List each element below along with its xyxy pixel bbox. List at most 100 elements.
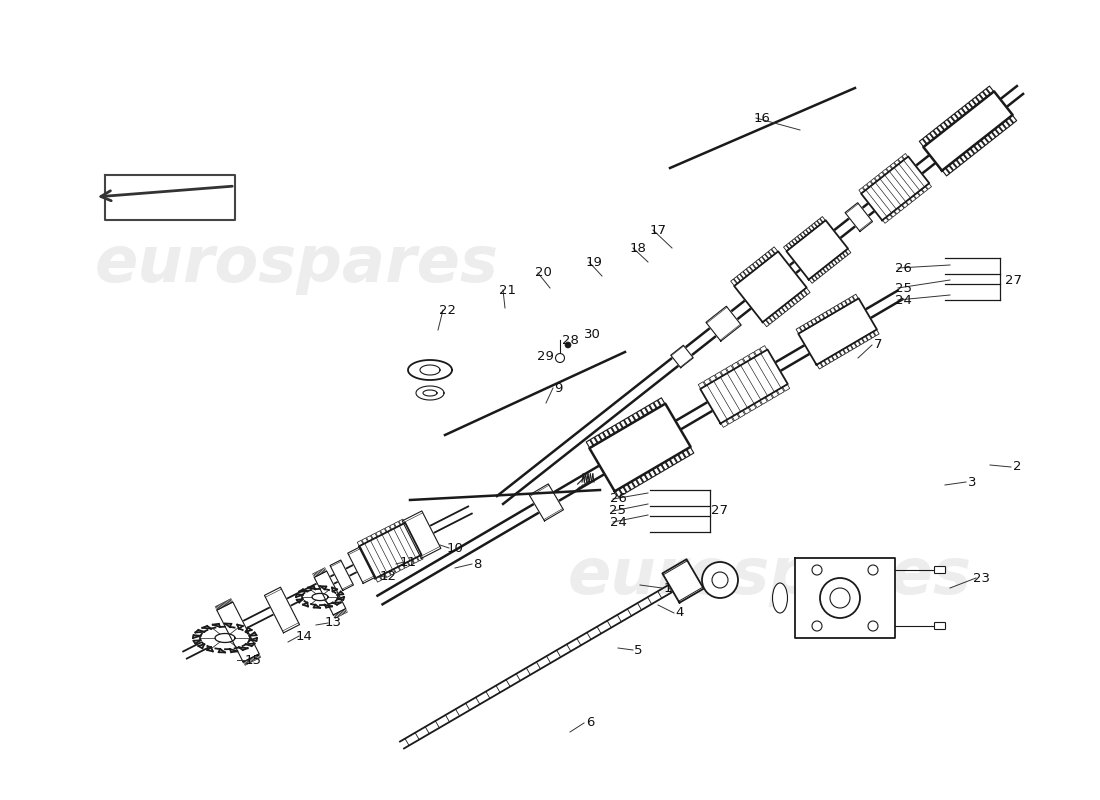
Polygon shape bbox=[783, 246, 789, 251]
Polygon shape bbox=[348, 546, 375, 583]
Polygon shape bbox=[852, 294, 858, 301]
Polygon shape bbox=[632, 413, 640, 421]
Polygon shape bbox=[637, 410, 644, 418]
Text: 16: 16 bbox=[754, 111, 770, 125]
Polygon shape bbox=[217, 606, 219, 610]
Circle shape bbox=[565, 342, 571, 348]
Polygon shape bbox=[631, 479, 639, 487]
Polygon shape bbox=[649, 470, 656, 478]
Text: 9: 9 bbox=[553, 382, 562, 394]
Polygon shape bbox=[640, 474, 648, 482]
Polygon shape bbox=[894, 160, 900, 166]
Polygon shape bbox=[749, 264, 756, 271]
Polygon shape bbox=[653, 466, 660, 475]
Polygon shape bbox=[420, 365, 440, 375]
Polygon shape bbox=[222, 602, 224, 606]
Polygon shape bbox=[849, 297, 855, 302]
Polygon shape bbox=[922, 186, 927, 192]
Polygon shape bbox=[800, 326, 805, 331]
Circle shape bbox=[868, 565, 878, 575]
Polygon shape bbox=[653, 400, 661, 409]
Polygon shape bbox=[837, 303, 844, 310]
Polygon shape bbox=[662, 559, 704, 602]
FancyBboxPatch shape bbox=[935, 566, 946, 574]
Polygon shape bbox=[815, 316, 821, 322]
Polygon shape bbox=[398, 565, 405, 570]
Polygon shape bbox=[224, 602, 227, 606]
Polygon shape bbox=[966, 103, 972, 110]
Polygon shape bbox=[682, 450, 690, 458]
Text: 14: 14 bbox=[296, 630, 312, 642]
Polygon shape bbox=[890, 163, 896, 169]
Polygon shape bbox=[974, 143, 981, 151]
Polygon shape bbox=[766, 252, 771, 258]
Polygon shape bbox=[376, 531, 382, 537]
Polygon shape bbox=[591, 438, 597, 446]
Polygon shape bbox=[223, 602, 225, 606]
Ellipse shape bbox=[772, 583, 788, 613]
Polygon shape bbox=[341, 610, 343, 614]
Polygon shape bbox=[899, 157, 904, 162]
Polygon shape bbox=[389, 524, 396, 530]
Polygon shape bbox=[661, 462, 669, 470]
Polygon shape bbox=[859, 187, 865, 194]
Text: 27: 27 bbox=[1004, 274, 1022, 286]
Polygon shape bbox=[944, 119, 952, 127]
Polygon shape bbox=[792, 238, 798, 245]
Polygon shape bbox=[923, 136, 931, 144]
Polygon shape bbox=[314, 573, 317, 577]
Polygon shape bbox=[666, 459, 673, 467]
Polygon shape bbox=[381, 574, 386, 580]
Polygon shape bbox=[358, 540, 363, 546]
Polygon shape bbox=[619, 486, 626, 494]
Polygon shape bbox=[720, 421, 728, 427]
Polygon shape bbox=[906, 199, 912, 205]
Polygon shape bbox=[786, 243, 792, 249]
Polygon shape bbox=[366, 536, 373, 542]
Polygon shape bbox=[216, 606, 218, 610]
Polygon shape bbox=[679, 452, 685, 460]
Polygon shape bbox=[230, 598, 233, 602]
Polygon shape bbox=[706, 306, 741, 341]
Polygon shape bbox=[755, 349, 761, 356]
Text: 26: 26 bbox=[894, 262, 912, 274]
Text: 1: 1 bbox=[663, 582, 672, 594]
Polygon shape bbox=[686, 447, 694, 455]
Polygon shape bbox=[830, 307, 836, 314]
Polygon shape bbox=[246, 660, 250, 664]
Polygon shape bbox=[763, 320, 769, 326]
Polygon shape bbox=[220, 604, 222, 608]
Polygon shape bbox=[740, 272, 747, 278]
Circle shape bbox=[812, 565, 822, 575]
Polygon shape bbox=[926, 183, 932, 190]
Polygon shape bbox=[1002, 121, 1010, 129]
Text: 23: 23 bbox=[974, 571, 990, 585]
Polygon shape bbox=[866, 334, 871, 340]
Polygon shape bbox=[616, 422, 623, 430]
Polygon shape bbox=[252, 657, 255, 661]
Polygon shape bbox=[798, 293, 804, 299]
Polygon shape bbox=[755, 401, 761, 408]
Polygon shape bbox=[732, 362, 739, 369]
Polygon shape bbox=[733, 414, 739, 421]
Polygon shape bbox=[646, 406, 652, 414]
Polygon shape bbox=[956, 157, 964, 165]
Polygon shape bbox=[657, 464, 664, 473]
Polygon shape bbox=[839, 350, 845, 356]
Polygon shape bbox=[873, 330, 879, 336]
Polygon shape bbox=[930, 130, 937, 138]
Text: 4: 4 bbox=[675, 606, 684, 619]
Polygon shape bbox=[953, 160, 960, 167]
Polygon shape bbox=[943, 168, 949, 176]
Polygon shape bbox=[339, 612, 341, 616]
Polygon shape bbox=[862, 336, 868, 342]
Polygon shape bbox=[200, 626, 250, 650]
Polygon shape bbox=[586, 440, 593, 448]
Polygon shape bbox=[820, 217, 825, 222]
Polygon shape bbox=[1010, 115, 1016, 123]
Polygon shape bbox=[612, 425, 618, 433]
Polygon shape bbox=[826, 264, 832, 270]
Polygon shape bbox=[887, 166, 892, 172]
Polygon shape bbox=[796, 327, 802, 334]
Polygon shape bbox=[412, 558, 418, 563]
